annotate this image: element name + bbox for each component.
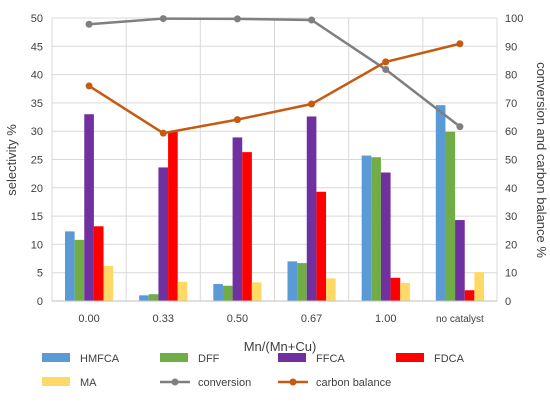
bar-ma (400, 282, 410, 301)
bar-ffca (158, 167, 169, 301)
bar-dff (74, 239, 85, 301)
y2-tick-label: 100 (505, 13, 523, 25)
point-carbon-balance (159, 129, 167, 137)
bar-ma (177, 281, 188, 301)
x-tick-label: 0.67 (301, 313, 322, 325)
bar-hmfca (361, 155, 372, 301)
y2-tick-label: 20 (505, 239, 517, 251)
x-tick-label: 0.33 (153, 313, 174, 325)
bar-ffca (306, 116, 317, 301)
bar-fdca (242, 152, 252, 301)
bar-ma (474, 272, 485, 301)
bar-hmfca (64, 231, 75, 301)
bar-dff (222, 285, 233, 301)
bar-fdca (168, 131, 178, 301)
legend-swatch-ffca (278, 353, 306, 362)
bar-dff (148, 294, 159, 301)
legend-label-fdca: FDCA (434, 353, 465, 365)
x-tick-label: 0.50 (227, 313, 248, 325)
point-conversion (308, 16, 316, 24)
y2-tick-label: 50 (505, 155, 517, 167)
y-tick-label: 20 (31, 183, 43, 195)
y2-tick-label: 90 (505, 41, 517, 53)
y-tick-label: 35 (31, 98, 43, 110)
bar-dff (371, 157, 381, 301)
legend-marker-carbon-balance (289, 378, 297, 386)
line-carbon-balance (88, 42, 461, 135)
y-tick-label: 10 (31, 239, 43, 251)
bar-ffca (232, 137, 243, 301)
y-tick-label: 25 (31, 155, 43, 167)
grid-layer (51, 17, 498, 302)
bar-dff (297, 263, 307, 301)
line-conversion (88, 17, 461, 128)
bar-fdca (464, 290, 475, 301)
legend-label-dff: DFF (198, 353, 220, 365)
x-axis-title: Mn/(Mn+Cu) (244, 339, 317, 354)
axis-layer: 0 5 10 15 20 25 30 35 40 45 50 0 10 20 30 40 50 60 70 80 90 1… (31, 13, 524, 325)
y-tick-label: 15 (31, 211, 43, 223)
bar-ffca (455, 220, 465, 301)
bar-fdca (93, 226, 104, 301)
bar-ma (326, 278, 336, 301)
y2-tick-label: 0 (505, 296, 511, 308)
point-carbon-balance (233, 116, 241, 124)
point-carbon-balance (85, 82, 93, 90)
bar-ffca (380, 172, 391, 301)
legend-label-conversion: conversion (198, 377, 251, 389)
legend-swatch-dff (160, 353, 188, 362)
bar-ma (103, 265, 114, 301)
point-carbon-balance (308, 100, 316, 108)
point-conversion (456, 123, 464, 131)
legend: HMFCA DFF FFCA FDCA MA conversion carbon balan… (42, 353, 465, 389)
y-tick-label: 40 (31, 70, 43, 82)
legend-swatch-hmfca (42, 353, 70, 362)
point-carbon-balance (456, 40, 464, 48)
point-conversion (159, 15, 167, 23)
bars-layer (64, 105, 485, 301)
bar-hmfca (213, 284, 223, 301)
legend-label-ma: MA (80, 377, 97, 389)
y-tick-label: 30 (31, 126, 43, 138)
bar-hmfca (139, 295, 149, 301)
y-tick-label: 0 (37, 296, 43, 308)
y2-axis-title: conversion and carbon balance % (534, 62, 549, 258)
lines-layer (85, 15, 464, 137)
legend-marker-conversion (171, 378, 179, 386)
bar-ma (251, 282, 262, 301)
bar-fdca (390, 277, 401, 301)
legend-label-carbon-balance: carbon balance (316, 377, 391, 389)
bar-ffca (84, 114, 94, 301)
point-conversion (233, 15, 241, 23)
x-tick-label: 1.00 (375, 313, 396, 325)
bar-dff (445, 131, 456, 301)
y-axis-title: selectivity % (4, 124, 19, 196)
y2-tick-label: 10 (505, 268, 517, 280)
point-conversion (85, 20, 93, 28)
legend-label-hmfca: HMFCA (80, 353, 120, 365)
x-tick-label: no catalyst (436, 314, 484, 325)
x-tick-label: 0.00 (78, 313, 99, 325)
bar-hmfca (287, 261, 298, 301)
bar-fdca (316, 191, 327, 301)
y-tick-label: 45 (31, 41, 43, 53)
point-carbon-balance (382, 58, 390, 66)
y-tick-label: 50 (31, 13, 43, 25)
y2-tick-label: 70 (505, 98, 517, 110)
y2-tick-label: 80 (505, 70, 517, 82)
point-conversion (382, 66, 390, 74)
legend-swatch-ma (42, 377, 70, 386)
y2-tick-label: 60 (505, 126, 517, 138)
y-tick-label: 5 (37, 268, 43, 280)
y2-tick-label: 40 (505, 183, 517, 195)
legend-label-ffca: FFCA (316, 353, 345, 365)
y2-tick-label: 30 (505, 211, 517, 223)
legend-swatch-fdca (396, 353, 424, 362)
bar-hmfca (435, 105, 446, 301)
